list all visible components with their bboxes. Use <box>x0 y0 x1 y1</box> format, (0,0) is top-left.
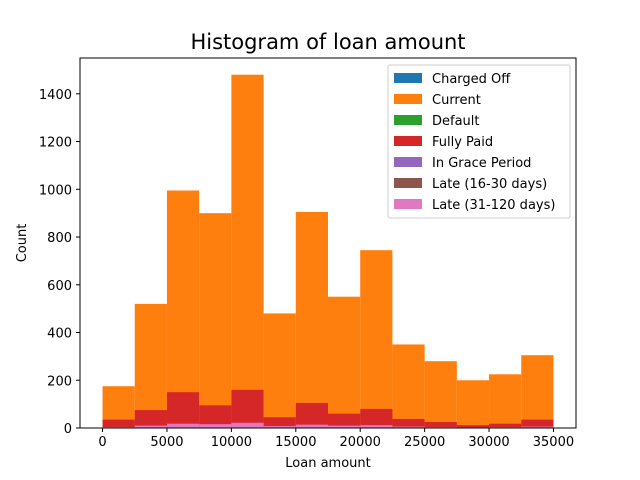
x-tick-label: 25000 <box>404 435 445 450</box>
legend-swatch <box>394 94 422 104</box>
legend-entry-label: Current <box>432 93 481 108</box>
y-tick-label: 1000 <box>39 183 72 198</box>
bar-late-31-120-days-13 <box>521 426 554 428</box>
legend-swatch <box>394 199 422 209</box>
bar-fully-paid-10 <box>424 422 457 428</box>
bar-current-2 <box>166 190 200 428</box>
x-axis-label: Loan amount <box>285 456 370 471</box>
bar-late-31-120-days-2 <box>166 423 200 428</box>
y-tick-label: 400 <box>47 327 72 342</box>
legend-swatch <box>394 73 422 83</box>
bar-late-31-120-days-9 <box>392 426 425 428</box>
bar-fully-paid-8 <box>360 408 393 428</box>
bar-current-3 <box>199 213 232 428</box>
bar-late-31-120-days-8 <box>360 425 393 428</box>
bar-current-13 <box>521 355 554 428</box>
legend-entry-label: In Grace Period <box>432 156 531 171</box>
bar-fully-paid-12 <box>489 423 522 428</box>
bar-late-31-120-days-1 <box>134 425 167 428</box>
x-tick-label: 15000 <box>275 435 316 450</box>
y-axis-label: Count <box>15 224 30 263</box>
y-tick-label: 1400 <box>39 88 72 103</box>
x-tick-label: 0 <box>98 435 106 450</box>
x-tick-label: 35000 <box>533 435 574 450</box>
bar-current-12 <box>489 374 522 428</box>
y-tick-label: 600 <box>47 279 72 294</box>
bars-group <box>102 74 554 428</box>
x-tick-label: 20000 <box>340 435 381 450</box>
chart-title: Histogram of loan amount <box>190 30 465 54</box>
legend-entry-label: Late (16-30 days) <box>432 177 547 192</box>
bar-late-31-120-days-5 <box>263 426 296 428</box>
bar-late-31-120-days-7 <box>328 425 361 428</box>
bar-fully-paid-7 <box>328 413 361 428</box>
legend-entry-label: Default <box>432 114 480 129</box>
bar-late-31-120-days-3 <box>199 424 232 428</box>
legend-swatch <box>394 178 422 188</box>
y-tick-label: 200 <box>47 374 72 389</box>
bar-current-9 <box>392 344 425 428</box>
legend-swatch <box>394 157 422 167</box>
legend-swatch <box>394 136 422 146</box>
y-tick-label: 800 <box>47 231 72 246</box>
bar-fully-paid-11 <box>456 425 490 428</box>
x-tick-label: 30000 <box>468 435 509 450</box>
bar-fully-paid-4 <box>231 389 264 428</box>
bar-fully-paid-3 <box>199 405 232 428</box>
bar-current-6 <box>295 211 328 428</box>
legend: Charged Off Current Default Fully Paid In Gr… <box>387 64 571 219</box>
plot-frame <box>79 57 577 429</box>
bar-fully-paid-6 <box>295 402 328 428</box>
bar-late-31-120-days-6 <box>295 424 328 428</box>
bar-fully-paid-13 <box>521 419 554 428</box>
x-tick-label: 10000 <box>211 435 252 450</box>
bar-late-31-120-days-4 <box>231 422 264 428</box>
legend-swatch <box>394 115 422 125</box>
legend-entry-label: Fully Paid <box>432 135 493 150</box>
bar-current-8 <box>360 250 393 428</box>
y-tick-label: 1200 <box>39 136 72 151</box>
bar-fully-paid-2 <box>166 392 200 428</box>
bar-fully-paid-5 <box>263 417 296 428</box>
x-tick-label: 5000 <box>150 435 183 450</box>
bar-current-1 <box>134 303 167 428</box>
bar-current-5 <box>263 313 296 428</box>
bar-fully-paid-1 <box>134 410 167 428</box>
x-axis-ticks: 0 5000 10000 15000 20000 25000 30000 35000 <box>98 428 574 450</box>
bar-current-4 <box>231 74 264 428</box>
bar-current-11 <box>456 380 490 428</box>
y-tick-label: 0 <box>64 422 72 437</box>
y-axis-ticks: 0 200 400 600 800 1000 1200 1400 <box>39 88 80 437</box>
legend-entry-label: Charged Off <box>432 72 511 87</box>
bar-fully-paid-9 <box>392 418 425 428</box>
bar-current-7 <box>328 296 361 428</box>
bar-current-10 <box>424 361 457 428</box>
legend-box <box>387 64 571 219</box>
bar-fully-paid-0 <box>102 419 135 428</box>
legend-entry-label: Late (31-120 days) <box>432 198 555 213</box>
